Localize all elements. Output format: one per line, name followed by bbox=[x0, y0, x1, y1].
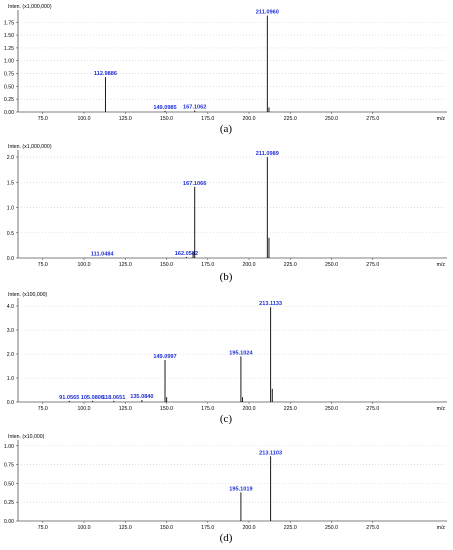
y-tick-label: 0.50 bbox=[4, 84, 14, 90]
peak-label: 111.0484 bbox=[91, 251, 115, 257]
x-axis-title: m/z bbox=[437, 525, 446, 531]
spectrum-panel-3: 0.0 1.0 2.0 3.0 4.0 75.0 100.0 125.0 150.0 175.0 2… bbox=[7, 292, 447, 425]
peak-label: 167.1066 bbox=[183, 181, 206, 187]
x-tick-label: 175.0 bbox=[201, 116, 214, 122]
y-tick-label: 3.0 bbox=[7, 328, 14, 334]
peak-label: 105.0806 bbox=[81, 395, 104, 401]
y-tick-label: 0.5 bbox=[7, 231, 14, 237]
y-axis-title: Inten. (x1,000,000) bbox=[8, 144, 52, 150]
peak-label: 195.1019 bbox=[229, 486, 252, 492]
peak-label: 195.1024 bbox=[229, 350, 253, 356]
x-tick-label: 125.0 bbox=[119, 525, 132, 531]
peak-label: 211.0960 bbox=[256, 10, 279, 16]
peak-label: 162.0582 bbox=[175, 251, 198, 257]
x-tick-label: 175.0 bbox=[201, 262, 214, 268]
y-tick-label: 0.25 bbox=[4, 500, 14, 506]
x-tick-label: 100.0 bbox=[78, 262, 91, 268]
y-tick-label: 0.25 bbox=[4, 97, 14, 103]
x-axis-title: m/z bbox=[437, 406, 446, 412]
y-tick-label: 1.5 bbox=[7, 180, 14, 186]
peak-label: 112.9886 bbox=[94, 71, 117, 77]
x-tick-label: 275.0 bbox=[366, 525, 379, 531]
x-tick-label: 100.0 bbox=[78, 116, 91, 122]
peak-label: 149.0985 bbox=[153, 105, 176, 111]
x-tick-label: 250.0 bbox=[325, 525, 338, 531]
x-tick-label: 75.0 bbox=[38, 525, 48, 531]
y-tick-label: 0.00 bbox=[4, 110, 14, 116]
y-tick-label: 0.75 bbox=[4, 463, 14, 469]
x-axis-title: m/z bbox=[437, 262, 446, 268]
y-tick-label: 2.0 bbox=[7, 155, 14, 161]
x-tick-label: 125.0 bbox=[119, 116, 132, 122]
y-axis-title: Inten. (x100,000) bbox=[8, 292, 47, 298]
x-tick-label: 75.0 bbox=[38, 406, 48, 412]
y-axis-title: Inten. (x10,000) bbox=[8, 434, 45, 440]
peak-label: 211.0989 bbox=[256, 151, 279, 157]
peak-label: 213.1103 bbox=[259, 450, 282, 456]
x-tick-label: 275.0 bbox=[366, 116, 379, 122]
x-tick-label: 225.0 bbox=[284, 116, 297, 122]
panel-label: (b) bbox=[220, 271, 233, 283]
x-tick-label: 175.0 bbox=[201, 406, 214, 412]
spectrum-panel-1: 0.00 0.25 0.50 0.75 1.00 1.25 1.50 1.75 75.0 100.… bbox=[4, 4, 447, 135]
x-tick-label: 100.0 bbox=[78, 525, 91, 531]
y-tick-label: 1.75 bbox=[4, 20, 14, 26]
spectrum-panel-4: 0.00 0.25 0.50 0.75 1.00 75.0 100.0 125.0 150.0 1… bbox=[4, 434, 447, 544]
y-tick-label: 1.50 bbox=[4, 33, 14, 39]
y-tick-label: 1.25 bbox=[4, 46, 14, 52]
y-tick-label: 0.50 bbox=[4, 481, 14, 487]
x-tick-label: 200.0 bbox=[243, 406, 256, 412]
y-tick-label: 0.0 bbox=[7, 256, 14, 262]
panel-label: (d) bbox=[220, 532, 233, 544]
x-tick-label: 225.0 bbox=[284, 525, 297, 531]
spectrum-panel-2: 0.0 0.5 1.0 1.5 2.0 75.0 100.0 125.0 150.0 175.0 2… bbox=[7, 144, 447, 283]
peak-label: 213.1133 bbox=[259, 301, 282, 307]
peak-label: 118.0651 bbox=[102, 395, 125, 401]
peak-label: 167.1062 bbox=[183, 104, 206, 110]
x-tick-label: 75.0 bbox=[38, 116, 48, 122]
x-tick-label: 275.0 bbox=[366, 406, 379, 412]
x-tick-label: 225.0 bbox=[284, 406, 297, 412]
x-tick-label: 75.0 bbox=[38, 262, 48, 268]
x-tick-label: 250.0 bbox=[325, 406, 338, 412]
x-tick-label: 225.0 bbox=[284, 262, 297, 268]
y-tick-label: 0.00 bbox=[4, 519, 14, 525]
x-tick-label: 150.0 bbox=[160, 525, 173, 531]
panel-label: (a) bbox=[220, 123, 233, 135]
x-tick-label: 150.0 bbox=[160, 406, 173, 412]
x-tick-label: 125.0 bbox=[119, 406, 132, 412]
y-tick-label: 1.0 bbox=[7, 376, 14, 382]
x-tick-label: 200.0 bbox=[243, 525, 256, 531]
x-tick-label: 125.0 bbox=[119, 262, 132, 268]
x-tick-label: 250.0 bbox=[325, 262, 338, 268]
x-tick-label: 200.0 bbox=[243, 262, 256, 268]
x-axis-title: m/z bbox=[437, 116, 446, 122]
peak-label: 91.0565 bbox=[59, 395, 79, 401]
panel-label: (c) bbox=[220, 413, 233, 425]
x-tick-label: 100.0 bbox=[78, 406, 91, 412]
y-tick-label: 0.0 bbox=[7, 400, 14, 406]
y-tick-label: 4.0 bbox=[7, 304, 14, 310]
y-tick-label: 2.0 bbox=[7, 352, 14, 358]
y-tick-label: 1.00 bbox=[4, 444, 14, 450]
x-tick-label: 175.0 bbox=[201, 525, 214, 531]
y-tick-label: 1.00 bbox=[4, 59, 14, 65]
x-tick-label: 200.0 bbox=[243, 116, 256, 122]
y-axis-title: Inten. (x1,000,000) bbox=[8, 4, 52, 10]
x-tick-label: 150.0 bbox=[160, 262, 173, 268]
peak-label: 149.0997 bbox=[153, 354, 176, 360]
x-tick-label: 275.0 bbox=[366, 262, 379, 268]
y-tick-label: 0.75 bbox=[4, 72, 14, 78]
peak-label: 135.0840 bbox=[130, 394, 153, 400]
x-tick-label: 250.0 bbox=[325, 116, 338, 122]
x-tick-label: 150.0 bbox=[160, 116, 173, 122]
y-tick-label: 1.0 bbox=[7, 206, 14, 212]
